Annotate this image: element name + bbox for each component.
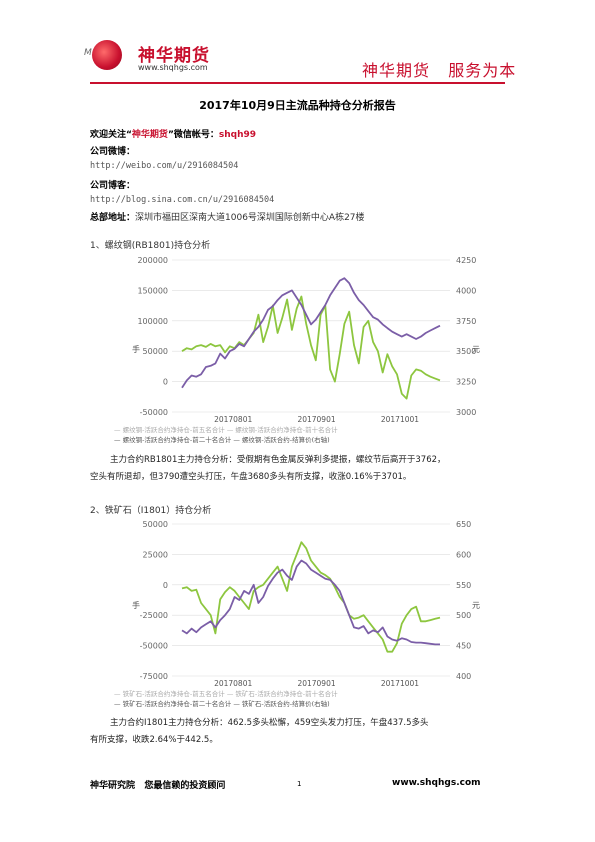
right-tick-label: 4250 [456,256,476,265]
legend-row1: — 铁矿石-活跃合约净持仓-前五名合计 — 铁矿石-活跃合约净持仓-前十名合计 [114,689,338,698]
right-tick-label: 650 [456,520,471,529]
rebar-position-chart: 200000 4250 150000 4000 100000 3750 50000 3500 0… [110,252,495,444]
left-tick-label: -25000 [140,611,168,620]
logo-name: 神华期货 [138,46,210,66]
follow-prefix: 欢迎关注“ [90,130,132,140]
address-label: 总部地址： [90,213,136,223]
left-tick-label: -75000 [140,672,168,681]
left-tick-label: 50000 [143,520,168,529]
page-number: 1 [297,780,302,788]
legend-row1: — 螺纹钢-活跃合约净持仓-前五名合计 — 螺纹钢-活跃合约净持仓-前十名合计 [114,425,338,434]
company-logo-icon [92,40,122,70]
left-axis-label: 手 [132,600,140,610]
right-tick-label: 550 [456,581,471,590]
left-tick-label: 100000 [137,317,168,326]
analysis-line: 主力合约RB1801主力持仓分析：受假期有色金属反弹利多提振，螺纹节后高开于37… [110,455,446,465]
x-tick-label: 20170801 [214,679,252,688]
x-tick-label: 20171001 [381,415,419,424]
right-tick-label: 3250 [456,378,476,387]
analysis-line: 主力合约I1801主力持仓分析：462.5多头松懈，459空头发力打压，午盘43… [110,718,429,728]
address-line: 总部地址：深圳市福田区深南大道1006号深圳国际创新中心A栋27楼 [90,210,365,223]
legend-row2: — 螺纹钢-活跃合约净持仓-前二十名合计 — 螺纹钢-活跃合约-结算价(右轴) [114,435,330,444]
right-tick-label: 600 [456,550,471,559]
left-tick-label: 200000 [137,256,168,265]
legend-row2: — 铁矿石-活跃合约净持仓-前二十名合计 — 铁矿石-活跃合约-结算价(右轴) [114,699,330,708]
right-tick-label: 3000 [456,408,476,417]
x-tick-label: 20170801 [214,415,252,424]
x-tick-label: 20170901 [297,415,335,424]
right-tick-label: 400 [456,672,471,681]
net-position-series-line [181,541,441,653]
right-tick-label: 500 [456,611,471,620]
weibo-label: 公司微博： [90,147,136,157]
right-tick-label: 3750 [456,317,476,326]
logo-mark: M [84,48,92,58]
right-axis-label: 元 [472,601,480,610]
blog-label: 公司博客： [90,181,136,191]
settlement-price-series-line [181,559,440,646]
x-tick-label: 20170901 [297,679,335,688]
left-tick-label: 0 [163,378,168,387]
section-analysis-rb: 主力合约RB1801主力持仓分析：受假期有色金属反弹利多提振，螺纹节后高开于37… [90,452,502,486]
right-tick-label: 3500 [456,347,476,356]
section-heading-iron: 2、铁矿石（I1801）持仓分析 [90,506,212,516]
footer-institute: 神华研究院 您最信赖的投资顾问 [90,781,226,791]
follow-brand: 神华期货 [131,130,168,140]
left-tick-label: 50000 [143,347,168,356]
section-heading-rb: 1、螺纹钢(RB1801)持仓分析 [90,241,211,251]
iron-ore-position-chart: 50000 650 25000 600 0 550 -25000 500 -50000 450 -7… [110,516,495,708]
follow-suffix: ”微信帐号： [167,130,219,140]
left-tick-label: -50000 [140,408,168,417]
header-divider [90,82,505,84]
left-tick-label: 25000 [143,550,168,559]
follow-line: 欢迎关注“神华期货”微信帐号：shqh99 [90,127,256,140]
header-slogan: 神华期货 服务为本 [362,61,517,80]
analysis-line: 有所支撑，收跌2.64%于442.5。 [90,735,218,745]
weibo-link[interactable]: http://weibo.com/u/2916084504 [90,161,239,171]
report-title: 2017年10月9日主流品种持仓分析报告 [199,99,396,112]
section-analysis-iron: 主力合约I1801主力持仓分析：462.5多头松懈，459空头发力打压，午盘43… [90,715,502,749]
settlement-price-series-line [181,277,441,389]
wechat-id: shqh99 [218,130,256,140]
footer-url[interactable]: www.shqhgs.com [392,778,481,788]
blog-link[interactable]: http://blog.sina.com.cn/u/2916084504 [90,195,275,205]
logo-url[interactable]: www.shqhgs.com [138,63,208,72]
left-tick-label: -50000 [140,642,168,651]
right-tick-label: 4000 [456,286,476,295]
analysis-line: 空头有所退却，但3790遭空头打压，午盘3680多头有所支撑，收涨0.16%于3… [90,472,412,482]
right-axis-label: 元 [472,345,480,354]
right-tick-label: 450 [456,642,471,651]
net-position-series-line [181,295,441,400]
left-axis-label: 手 [132,344,140,354]
x-tick-label: 20171001 [381,679,419,688]
left-tick-label: 150000 [137,286,168,295]
left-tick-label: 0 [163,581,168,590]
address-text: 深圳市福田区深南大道1006号深圳国际创新中心A栋27楼 [135,213,365,223]
